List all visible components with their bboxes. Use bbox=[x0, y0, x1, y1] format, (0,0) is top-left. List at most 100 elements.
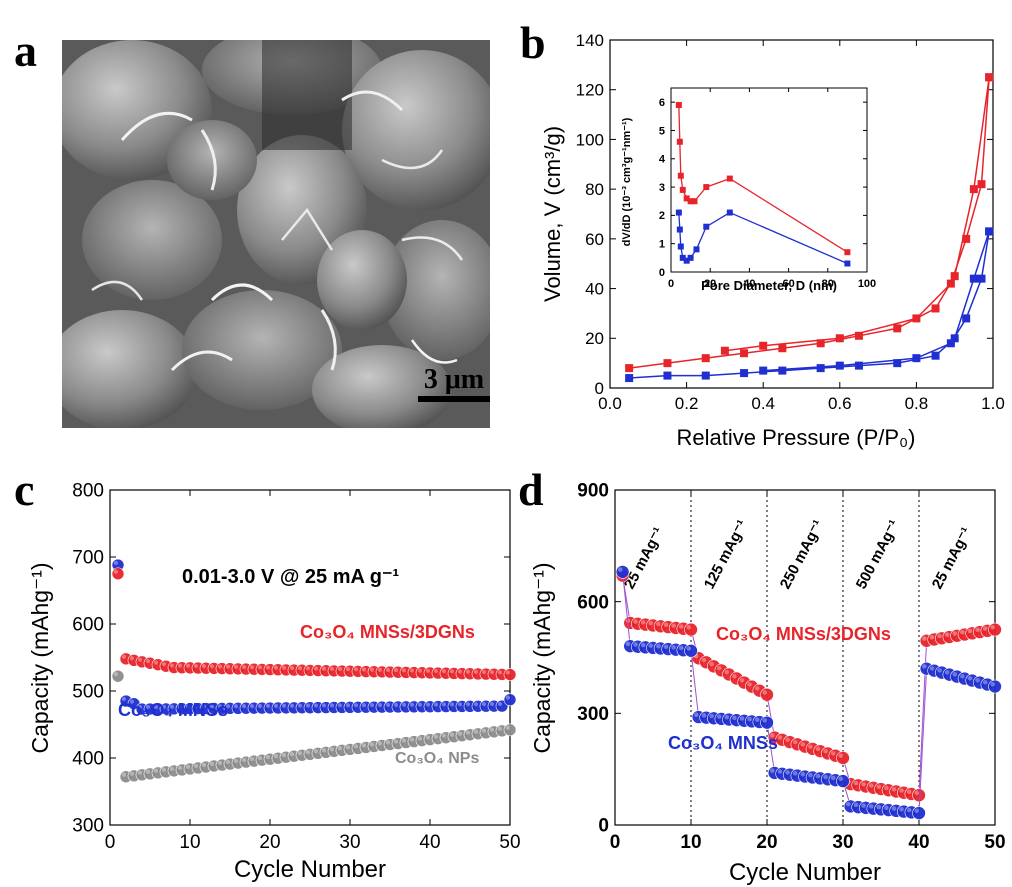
data-point-d-1-highlight bbox=[716, 714, 722, 719]
data-point-d-1 bbox=[760, 715, 774, 730]
data-point-d-1-highlight bbox=[846, 801, 851, 807]
data-point-c-1-highlight bbox=[457, 702, 462, 707]
data-point-c-2-highlight bbox=[497, 726, 502, 731]
data-point-c-2-highlight bbox=[473, 729, 478, 734]
data-point-c-0-highlight bbox=[193, 663, 198, 669]
data-point-d-1-highlight bbox=[990, 681, 995, 687]
data-point-c-0-highlight bbox=[169, 663, 174, 668]
isotherm-point bbox=[816, 339, 825, 348]
data-point-c-1-highlight bbox=[369, 702, 374, 708]
pore-point bbox=[675, 101, 682, 108]
data-point-d-0-highlight bbox=[663, 622, 669, 628]
isotherm-point bbox=[912, 354, 921, 363]
x-tick-label: 0.0 bbox=[598, 394, 622, 413]
scale-bar-label: 3 μm bbox=[424, 364, 484, 395]
data-point-c-1-highlight bbox=[289, 703, 294, 708]
isotherm-point bbox=[912, 314, 921, 323]
data-point-d-0-highlight bbox=[937, 633, 942, 639]
data-point-d-1-highlight bbox=[944, 670, 950, 675]
data-point-c-2-highlight bbox=[425, 735, 430, 740]
data-point-c-2-highlight bbox=[417, 736, 422, 741]
data-point-c-0-highlight bbox=[305, 666, 310, 671]
data-point-c-1-highlight bbox=[345, 703, 350, 708]
x-tick-label: 0.6 bbox=[828, 394, 852, 413]
data-point-c-2-highlight bbox=[233, 758, 238, 764]
data-point-c-0-highlight bbox=[257, 665, 262, 670]
rate-label: 250 mAg⁻¹ bbox=[777, 517, 827, 592]
data-point-d-0-highlight bbox=[686, 625, 691, 630]
data-point-c-2-highlight bbox=[161, 767, 166, 772]
data-point-c-1-highlight bbox=[361, 703, 366, 708]
data-point-d-0-highlight bbox=[800, 742, 805, 747]
series-label-c-0: Co₃O₄ MNSs/3DGNs bbox=[300, 622, 475, 642]
data-point-c-2-highlight bbox=[289, 752, 294, 757]
isotherm-point bbox=[720, 346, 729, 355]
data-point-d-1-highlight bbox=[640, 642, 646, 648]
data-point-c-0-highlight bbox=[457, 669, 462, 674]
data-point-c-0-highlight bbox=[377, 667, 382, 672]
data-point-c-2-highlight bbox=[193, 763, 198, 768]
rate-label: 25 mAg⁻¹ bbox=[621, 525, 668, 592]
data-point-c-2-highlight bbox=[481, 728, 486, 733]
data-point-c-2-highlight bbox=[113, 672, 118, 677]
data-point-d-1-highlight bbox=[929, 666, 935, 671]
isotherm-point bbox=[759, 341, 768, 350]
x-tick-label: 40 bbox=[419, 832, 440, 853]
isotherm-point bbox=[950, 272, 959, 281]
data-point-c-2-highlight bbox=[353, 744, 358, 749]
data-point-d-1 bbox=[912, 806, 926, 820]
data-point-c-1-highlight bbox=[409, 702, 414, 707]
data-point-c-2-highlight bbox=[385, 740, 390, 745]
y-tick-label: 0 bbox=[598, 816, 609, 837]
pore-point bbox=[726, 175, 733, 182]
data-point-c-2 bbox=[111, 669, 125, 683]
data-point-d-1-highlight bbox=[656, 643, 661, 649]
data-point-d-0-highlight bbox=[709, 661, 714, 667]
series-label-c-1: Co₃O₄ MNSs bbox=[118, 700, 228, 720]
data-point-d-1-highlight bbox=[982, 679, 988, 685]
data-point-c-1-highlight bbox=[337, 703, 342, 708]
data-point-d-1-highlight bbox=[960, 674, 965, 679]
rate-label: 25 mAg⁻¹ bbox=[929, 525, 976, 592]
chart-d: 0 10 20 30 40 50 0 300 600 900 25 mAg⁻¹ 125 mAg⁻¹ 2… bbox=[529, 481, 1006, 886]
y-axis-title-d: Capacity (mAhg⁻¹) bbox=[529, 562, 555, 753]
isotherm-line-1 bbox=[724, 77, 990, 352]
pore-point bbox=[677, 172, 684, 179]
data-point-d-0-highlight bbox=[701, 657, 707, 663]
y-tick-label: 2 bbox=[659, 210, 665, 222]
x-tick-label: 20 bbox=[259, 832, 280, 853]
data-point-c-1-highlight bbox=[193, 704, 198, 709]
x-tick-label: 0.4 bbox=[751, 394, 775, 413]
y-tick-label: 1 bbox=[659, 239, 665, 251]
data-point-d-1-highlight bbox=[785, 770, 790, 775]
series-label-c-2: Co₃O₄ NPs bbox=[395, 750, 479, 767]
data-point-d-1-highlight bbox=[663, 644, 669, 650]
y-tick-label: 600 bbox=[72, 615, 104, 636]
data-point-d-0-highlight bbox=[770, 732, 775, 738]
data-point-c-2-highlight bbox=[249, 756, 254, 762]
x-tick-label: 0.2 bbox=[675, 394, 699, 413]
data-point-c-2-highlight bbox=[369, 742, 374, 747]
isotherm-point bbox=[893, 324, 902, 333]
data-point-c-1-highlight bbox=[233, 704, 238, 709]
data-point-c-1-highlight bbox=[441, 702, 446, 707]
data-point-c-2-highlight bbox=[209, 761, 214, 767]
data-point-d-0-highlight bbox=[671, 623, 676, 628]
data-point-d-0-highlight bbox=[975, 627, 980, 633]
data-point-c-2-highlight bbox=[433, 734, 438, 739]
data-point-d-1-highlight bbox=[709, 713, 714, 719]
data-point-d-0-highlight bbox=[815, 746, 821, 752]
rate-label: 125 mAg⁻¹ bbox=[701, 517, 751, 592]
data-point-c-0-highlight bbox=[201, 664, 206, 669]
y-tick-label: 0 bbox=[595, 379, 604, 398]
data-point-d-1-highlight bbox=[967, 676, 973, 681]
data-point-d-0-highlight bbox=[648, 620, 653, 626]
data-point-d-0-highlight bbox=[838, 753, 843, 758]
scale-bar: 3 μm bbox=[418, 364, 490, 402]
data-point-d-1-highlight bbox=[648, 643, 653, 648]
data-point-c-2-highlight bbox=[457, 731, 462, 736]
panel-label-a: a bbox=[14, 25, 37, 76]
data-point-c-0-highlight bbox=[113, 569, 118, 574]
data-point-c-1-highlight bbox=[153, 704, 158, 709]
data-point-c-1-highlight bbox=[393, 702, 398, 707]
